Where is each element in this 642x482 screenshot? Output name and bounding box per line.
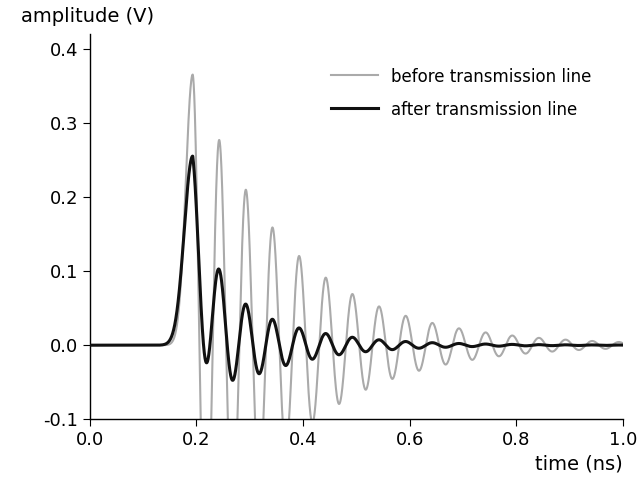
before transmission line: [86, 342, 94, 348]
Text: amplitude (V): amplitude (V): [21, 7, 153, 26]
after transmission line: [86, 342, 94, 348]
after transmission line: [619, 342, 627, 348]
after transmission line: [189, 153, 196, 159]
Text: time (ns): time (ns): [535, 454, 623, 473]
after transmission line: [290, 337, 297, 343]
after transmission line: [525, 343, 532, 348]
after transmission line: [183, 195, 191, 201]
before transmission line: [525, 349, 532, 355]
after transmission line: [229, 377, 236, 383]
Legend: before transmission line, after transmission line: before transmission line, after transmis…: [325, 61, 598, 126]
before transmission line: [484, 331, 492, 337]
Line: before transmission line: before transmission line: [90, 75, 623, 482]
Line: after transmission line: after transmission line: [90, 156, 623, 380]
before transmission line: [433, 330, 440, 336]
before transmission line: [189, 72, 196, 78]
after transmission line: [433, 341, 440, 347]
before transmission line: [290, 319, 297, 325]
before transmission line: [406, 325, 413, 331]
after transmission line: [406, 340, 413, 346]
after transmission line: [484, 341, 492, 347]
before transmission line: [619, 340, 627, 346]
before transmission line: [183, 158, 191, 163]
